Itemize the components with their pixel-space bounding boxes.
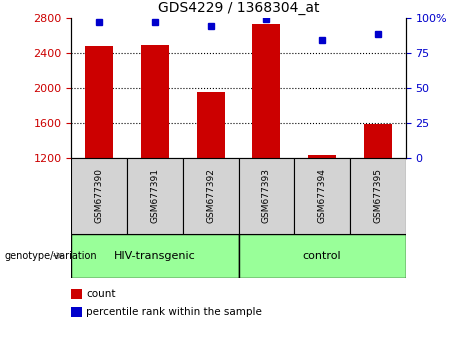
- Text: percentile rank within the sample: percentile rank within the sample: [86, 307, 262, 317]
- Bar: [71, 158, 127, 234]
- Text: count: count: [86, 289, 116, 299]
- Text: GSM677391: GSM677391: [150, 168, 160, 223]
- Bar: [141, 45, 169, 158]
- Bar: [364, 124, 392, 158]
- Bar: [253, 24, 280, 158]
- Bar: [127, 158, 183, 234]
- Bar: [238, 234, 406, 278]
- Bar: [183, 158, 238, 234]
- Bar: [308, 155, 336, 158]
- Text: GSM677390: GSM677390: [95, 168, 104, 223]
- Text: GSM677395: GSM677395: [373, 168, 382, 223]
- Bar: [85, 46, 113, 158]
- Bar: [71, 307, 82, 317]
- Text: GSM677393: GSM677393: [262, 168, 271, 223]
- Bar: [71, 234, 239, 278]
- Bar: [238, 158, 294, 234]
- Text: GSM677394: GSM677394: [318, 168, 327, 223]
- Bar: [294, 158, 350, 234]
- Text: control: control: [303, 251, 342, 261]
- Text: GSM677392: GSM677392: [206, 168, 215, 223]
- Title: GDS4229 / 1368304_at: GDS4229 / 1368304_at: [158, 1, 319, 15]
- Bar: [197, 92, 225, 158]
- Bar: [350, 158, 406, 234]
- Text: genotype/variation: genotype/variation: [5, 251, 97, 261]
- Text: HIV-transgenic: HIV-transgenic: [114, 251, 196, 261]
- Bar: [71, 289, 82, 299]
